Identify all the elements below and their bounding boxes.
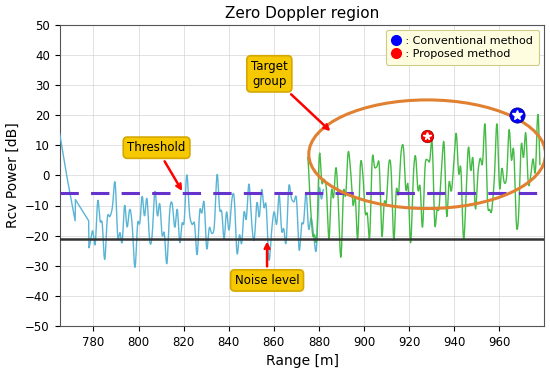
- Text: Threshold: Threshold: [128, 141, 186, 188]
- Legend:  : Conventional method,  : Proposed method: : Conventional method, : Proposed method: [386, 30, 539, 64]
- Title: Zero Doppler region: Zero Doppler region: [225, 6, 379, 21]
- Text: Target
group: Target group: [251, 60, 328, 129]
- Y-axis label: Rcv Power [dB]: Rcv Power [dB]: [6, 122, 20, 228]
- Text: Noise level: Noise level: [235, 244, 299, 287]
- X-axis label: Range [m]: Range [m]: [266, 355, 338, 368]
